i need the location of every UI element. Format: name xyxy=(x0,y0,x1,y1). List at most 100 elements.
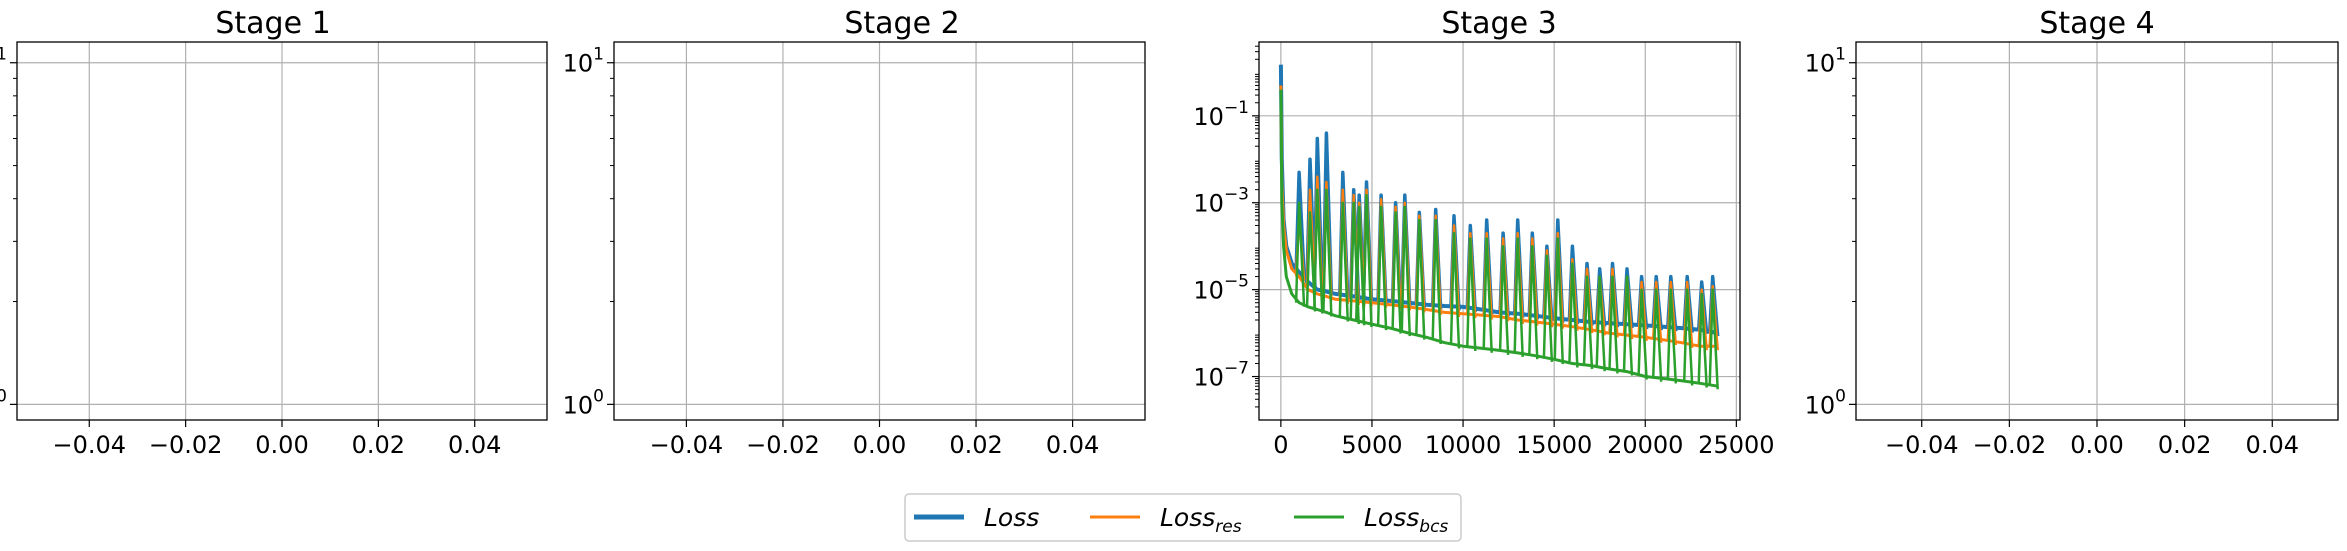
legend-label: Loss xyxy=(1364,503,1419,532)
x-tick-label: 0.00 xyxy=(2070,431,2123,459)
axes-frame xyxy=(613,41,1146,421)
y-tick-exponent: 0 xyxy=(593,386,604,406)
series-spike xyxy=(1362,193,1373,328)
series-spike xyxy=(1305,211,1317,312)
series-spike xyxy=(1466,237,1477,352)
x-tick-label: −0.02 xyxy=(746,431,820,459)
y-tick-exponent: −5 xyxy=(1224,272,1249,292)
x-tick-label: 0.04 xyxy=(2246,431,2299,459)
y-tick-label: 10−7 xyxy=(1193,359,1249,392)
series-spike xyxy=(1313,188,1324,314)
series-spike xyxy=(1391,211,1402,334)
x-tick-label: 0.02 xyxy=(352,431,405,459)
series-loss-bcs xyxy=(1279,89,1719,390)
y-tick-label: 101 xyxy=(563,45,604,78)
y-tick-exponent: −3 xyxy=(1224,185,1249,205)
panel-title: Stage 1 xyxy=(215,6,330,41)
legend: Loss Lossres Lossbcs xyxy=(904,493,1462,542)
y-tick-base: 10 xyxy=(1193,190,1224,218)
axes-frame xyxy=(16,41,548,421)
series-spike xyxy=(1528,244,1539,360)
y-tick-base: 10 xyxy=(563,50,594,78)
y-tick-label: 100 xyxy=(0,386,7,419)
y-tick-label: 100 xyxy=(1805,386,1846,419)
x-tick-label: 0.00 xyxy=(255,431,308,459)
series-spike xyxy=(1354,205,1366,326)
series-spike xyxy=(1294,201,1306,307)
panel-stage-3: Stage 3 10−710−510−310−10 5000 10000 15000 2… xyxy=(1193,6,1774,459)
series-spike xyxy=(1376,205,1388,331)
svg-text:Loss: Loss xyxy=(984,503,1039,532)
y-tick-exponent: 1 xyxy=(593,45,604,65)
y-tick-label: 100 xyxy=(563,386,604,419)
svg-text:Lossbcs: Lossbcs xyxy=(1364,503,1448,537)
series-spike xyxy=(1708,288,1719,390)
x-tick-label: 15000 xyxy=(1516,431,1592,459)
x-tick-label: 5000 xyxy=(1341,431,1402,459)
x-tick-label: 0.04 xyxy=(448,431,501,459)
series-spike xyxy=(1697,292,1708,388)
series-spike xyxy=(1666,288,1678,384)
series-spike xyxy=(1482,237,1493,353)
series-spike xyxy=(1498,244,1510,355)
x-tick-label: −0.04 xyxy=(650,431,724,459)
y-tick-exponent: 0 xyxy=(1835,386,1846,406)
series-line xyxy=(1279,89,1719,388)
series-spike xyxy=(1415,218,1426,340)
plot-area xyxy=(1278,64,1720,390)
y-tick-exponent: −7 xyxy=(1224,359,1249,379)
series-line xyxy=(1279,85,1719,348)
panel-stage-1: Stage 1 100 101 −0.04 −0.02 0.00 0.02 0.04 xyxy=(0,6,548,459)
y-tick-exponent: 1 xyxy=(0,45,7,65)
panel-title: Stage 2 xyxy=(844,6,959,41)
series-spike xyxy=(1513,237,1524,357)
x-tick-label: 0.02 xyxy=(949,431,1002,459)
axes-frame xyxy=(1855,41,2339,421)
legend-entry-loss-bcs: Lossbcs xyxy=(1294,503,1448,537)
series-spike xyxy=(1400,205,1412,337)
y-tick-base: 10 xyxy=(1193,277,1224,305)
y-tick-base: 10 xyxy=(1193,103,1224,131)
series-spike xyxy=(1431,218,1442,345)
x-tick-label: 0.00 xyxy=(853,431,906,459)
y-tick-base: 10 xyxy=(563,391,594,419)
series-line xyxy=(1278,64,1719,336)
legend-label-subscript: res xyxy=(1215,517,1241,537)
y-tick-exponent: 1 xyxy=(1835,45,1846,65)
series-spike xyxy=(1637,288,1648,380)
legend-entry-loss-res: Lossres xyxy=(1090,503,1242,537)
series-spike xyxy=(1595,275,1606,372)
legend-label: Loss xyxy=(1160,503,1215,532)
y-tick-label: 101 xyxy=(0,45,7,78)
x-tick-label: −0.02 xyxy=(149,431,223,459)
x-tick-label: 0.04 xyxy=(1046,431,1099,459)
series-spike xyxy=(1338,201,1350,322)
y-tick-label: 10−1 xyxy=(1193,98,1249,131)
x-tick-label: 0.02 xyxy=(2158,431,2211,459)
panel-title: Stage 3 xyxy=(1441,6,1556,41)
y-tick-base: 10 xyxy=(1193,364,1224,392)
series-spike xyxy=(1608,275,1619,374)
x-tick-label: −0.02 xyxy=(1973,431,2047,459)
y-tick-base: 10 xyxy=(1805,50,1836,78)
svg-text:Lossres: Lossres xyxy=(1160,503,1242,537)
legend-label-subscript: bcs xyxy=(1419,517,1448,537)
legend-frame xyxy=(904,493,1462,542)
legend-label: Loss xyxy=(984,503,1039,532)
series-spike xyxy=(1449,231,1461,349)
panel-title: Stage 4 xyxy=(2039,6,2154,41)
x-tick-label: −0.04 xyxy=(1885,431,1959,459)
series-spike xyxy=(1568,262,1579,368)
series-spike xyxy=(1553,237,1565,365)
legend-entry-loss: Loss xyxy=(914,503,1039,532)
y-tick-exponent: 0 xyxy=(0,386,7,406)
x-tick-label: 25000 xyxy=(1698,431,1774,459)
y-tick-label: 101 xyxy=(1805,45,1846,78)
series-spike xyxy=(1622,275,1634,376)
x-tick-label: −0.04 xyxy=(52,431,126,459)
y-tick-exponent: −1 xyxy=(1224,98,1249,118)
y-tick-base: 10 xyxy=(1805,391,1836,419)
axes-frame xyxy=(1258,41,1741,421)
